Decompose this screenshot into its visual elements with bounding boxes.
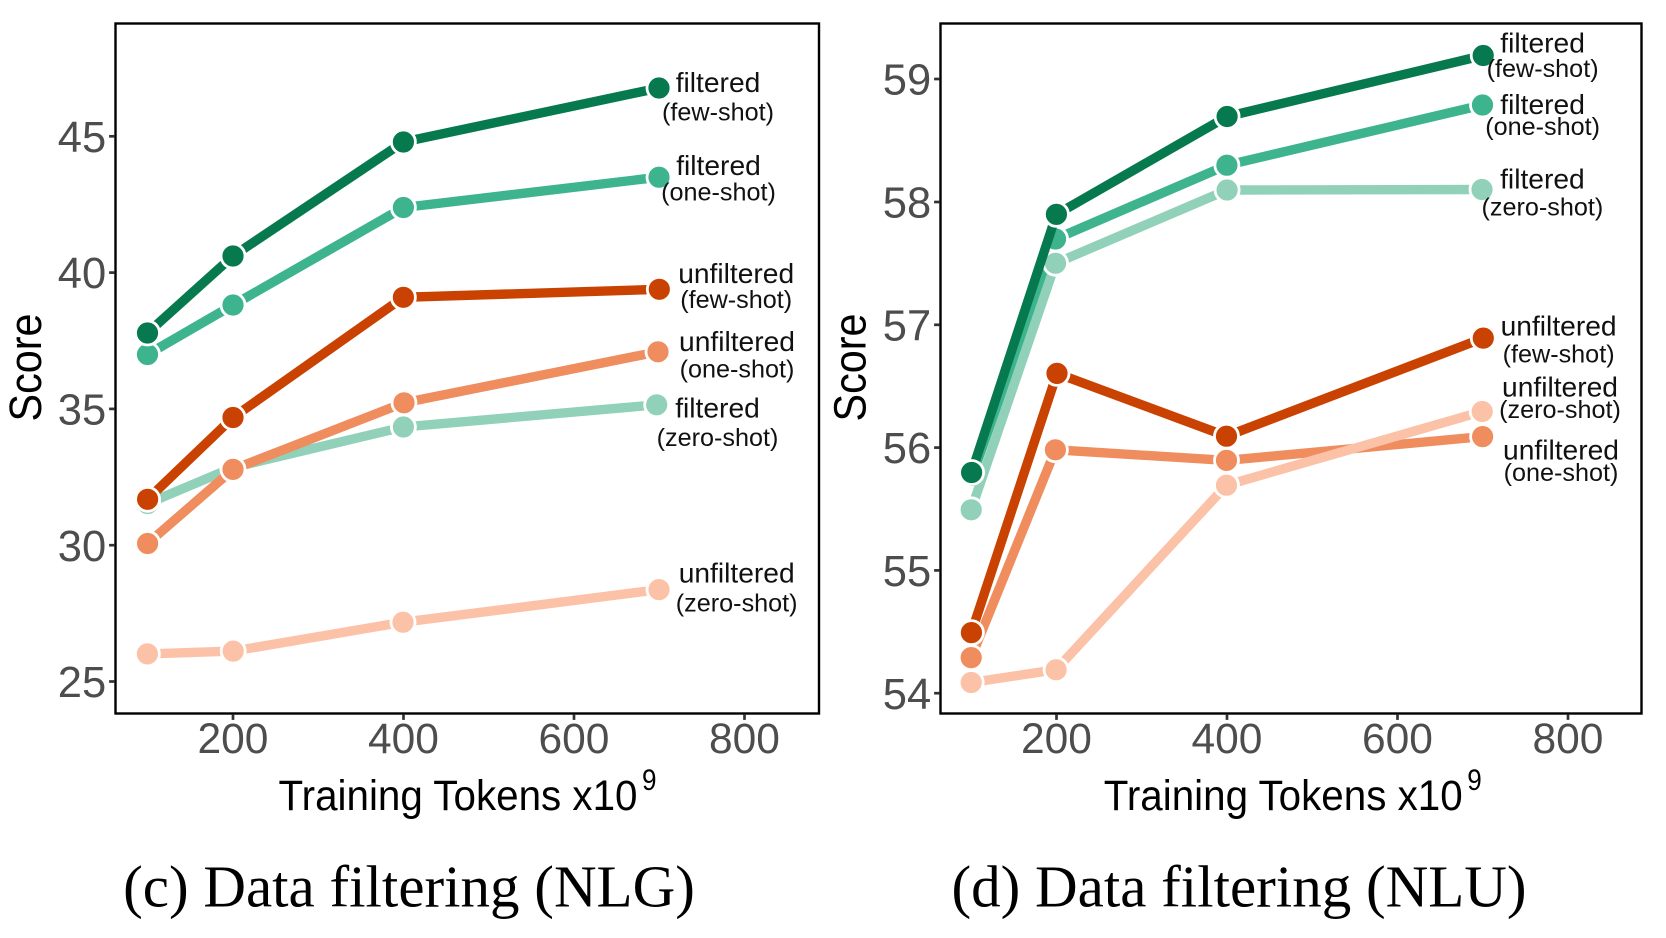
svg-text:(few-shot): (few-shot)	[1503, 341, 1615, 369]
svg-text:filtered: filtered	[676, 66, 761, 98]
svg-text:59: 59	[883, 57, 931, 105]
svg-text:filtered: filtered	[675, 392, 760, 424]
svg-text:(d) Data filtering (NLU): (d) Data filtering (NLU)	[951, 854, 1526, 920]
svg-text:35: 35	[58, 387, 106, 435]
svg-text:25: 25	[58, 659, 106, 707]
svg-text:unfiltered: unfiltered	[1501, 310, 1617, 342]
svg-text:200: 200	[1021, 716, 1092, 763]
svg-text:(zero-shot): (zero-shot)	[1499, 396, 1621, 424]
svg-text:600: 600	[539, 716, 610, 763]
svg-text:(few-shot): (few-shot)	[662, 99, 774, 127]
svg-text:55: 55	[883, 548, 931, 596]
svg-text:45: 45	[58, 114, 106, 162]
svg-text:unfiltered: unfiltered	[1503, 433, 1619, 465]
svg-text:(zero-shot): (zero-shot)	[657, 424, 779, 452]
svg-text:(few-shot): (few-shot)	[1487, 55, 1599, 83]
svg-text:58: 58	[883, 180, 931, 228]
svg-text:(one-shot): (one-shot)	[661, 179, 776, 207]
svg-text:Score: Score	[0, 314, 51, 422]
svg-text:unfiltered: unfiltered	[679, 325, 795, 357]
svg-text:(zero-shot): (zero-shot)	[676, 589, 798, 617]
svg-text:800: 800	[1533, 716, 1604, 763]
svg-text:57: 57	[883, 302, 931, 350]
svg-text:200: 200	[198, 716, 269, 763]
svg-text:54: 54	[883, 671, 931, 719]
svg-text:Training Tokens x10: Training Tokens x10	[1104, 772, 1463, 820]
svg-text:800: 800	[709, 716, 780, 763]
svg-text:(few-shot): (few-shot)	[680, 286, 792, 314]
svg-text:filtered: filtered	[1500, 88, 1585, 120]
svg-text:unfiltered: unfiltered	[679, 557, 795, 589]
svg-text:filtered: filtered	[1500, 163, 1585, 195]
svg-text:400: 400	[1192, 716, 1263, 763]
svg-text:9: 9	[642, 764, 657, 797]
svg-text:(one-shot): (one-shot)	[680, 356, 795, 384]
svg-text:600: 600	[1362, 716, 1433, 763]
svg-text:400: 400	[368, 716, 439, 763]
svg-text:unfiltered: unfiltered	[1502, 371, 1618, 403]
svg-text:(one-shot): (one-shot)	[1485, 113, 1600, 141]
svg-text:(zero-shot): (zero-shot)	[1482, 194, 1604, 222]
svg-text:(one-shot): (one-shot)	[1504, 459, 1619, 487]
svg-text:56: 56	[883, 425, 931, 473]
svg-text:Score: Score	[825, 314, 876, 422]
svg-text:9: 9	[1467, 764, 1482, 797]
svg-text:(c) Data filtering (NLG): (c) Data filtering (NLG)	[123, 854, 695, 920]
svg-text:filtered: filtered	[676, 149, 761, 181]
svg-text:30: 30	[58, 523, 106, 571]
svg-text:filtered: filtered	[1500, 26, 1585, 58]
svg-text:unfiltered: unfiltered	[678, 257, 794, 289]
svg-text:Training Tokens x10: Training Tokens x10	[279, 772, 638, 820]
svg-text:40: 40	[58, 250, 106, 298]
